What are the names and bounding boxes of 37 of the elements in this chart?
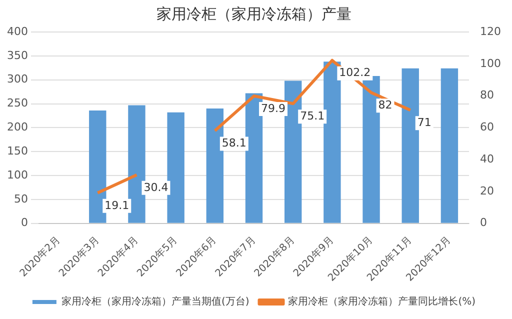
y-tick-label: 350 (6, 48, 28, 62)
bar (324, 62, 341, 223)
data-label: 79.9 (261, 102, 286, 115)
bar (167, 112, 184, 223)
data-label: 30.4 (144, 180, 168, 194)
y2-tick-label: 40 (480, 152, 494, 166)
y-tick-label: 200 (6, 120, 28, 134)
y2-tick-label: 100 (480, 56, 502, 70)
data-label: 75.1 (300, 109, 325, 122)
data-label: 71 (417, 116, 432, 130)
data-label: 102.2 (339, 66, 371, 80)
y-tick-label: 0 (20, 216, 28, 230)
y2-tick-label: 20 (480, 184, 494, 198)
bar (206, 108, 224, 223)
y2-tick-label: 120 (480, 24, 502, 38)
y2-tick-label: 60 (480, 120, 494, 134)
legend-label: 家用冷柜（家用冷冻箱）产量同比增长(%) (288, 296, 476, 308)
y-tick-label: 50 (14, 192, 28, 206)
bar (362, 76, 380, 223)
bar (89, 110, 106, 223)
bar (128, 105, 146, 223)
y-tick-label: 100 (6, 168, 28, 182)
bar (284, 80, 302, 223)
y-tick-label: 400 (6, 24, 28, 38)
data-label: 58.1 (222, 136, 246, 150)
y-tick-label: 300 (6, 72, 28, 86)
bar (402, 68, 419, 223)
legend-label: 家用冷柜（家用冷冻箱）产量当期值(万台) (61, 296, 250, 308)
chart-title: 家用冷柜（家用冷冻箱）产量 (156, 4, 352, 23)
bar (440, 68, 458, 223)
y2-tick-label: 0 (480, 216, 488, 230)
bar (245, 93, 263, 223)
data-label: 82 (378, 98, 392, 112)
y-tick-label: 150 (6, 144, 28, 158)
y-tick-label: 250 (6, 96, 28, 110)
data-label: 19.1 (104, 198, 130, 212)
y2-tick-label: 80 (480, 88, 494, 102)
